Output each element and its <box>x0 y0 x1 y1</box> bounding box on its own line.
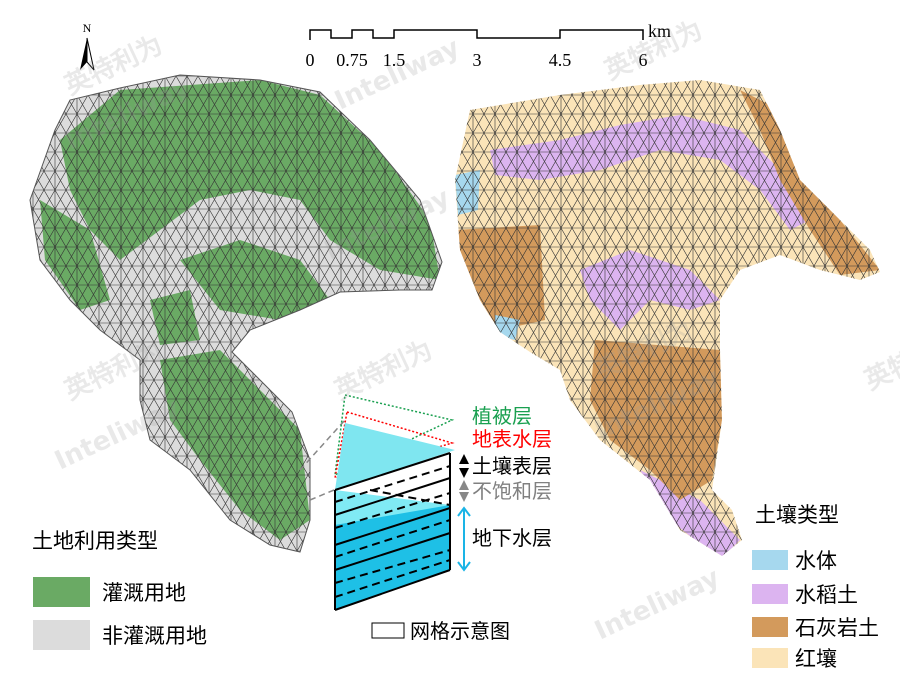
legend-swatch-limestone-soil <box>752 617 788 637</box>
legend-label-water: 水体 <box>795 549 837 573</box>
grid-legend-swatch <box>371 622 405 639</box>
scale-unit: km <box>648 21 671 41</box>
scale-tick: 4.5 <box>549 50 572 70</box>
double-arrow-icon <box>459 480 469 502</box>
legend-swatch-irrigated <box>33 577 90 607</box>
svg-text:英特利为: 英特利为 <box>860 324 900 396</box>
layer-label-topsoil: 土壤表层 <box>472 454 552 478</box>
legend-swatch-red-soil <box>752 648 788 668</box>
scale-tick: 1.5 <box>383 50 406 70</box>
svg-text:Inteliway: Inteliway <box>590 563 724 647</box>
legend-label-limestone-soil: 石灰岩土 <box>795 616 879 640</box>
layer-label-unsaturated: 不饱和层 <box>472 479 552 503</box>
scale-tick: 3 <box>473 50 482 70</box>
grid-legend-label: 网格示意图 <box>410 619 510 643</box>
double-arrow-icon <box>457 506 471 572</box>
grid-diagram <box>299 394 471 611</box>
legend-label-non-irrigated: 非灌溉用地 <box>102 624 207 648</box>
double-arrow-icon <box>459 454 469 478</box>
svg-text:英特利为: 英特利为 <box>330 334 437 406</box>
legend-label-red-soil: 红壤 <box>795 647 837 671</box>
legend-swatch-water <box>752 550 788 570</box>
legend-label-paddy-soil: 水稻土 <box>795 583 858 607</box>
legend-label-irrigated: 灌溉用地 <box>102 581 186 605</box>
scale-bar <box>309 29 644 40</box>
legend-swatch-non-irrigated <box>33 620 90 650</box>
scale-tick: 0 <box>306 50 315 70</box>
svg-text:Inteliway: Inteliway <box>330 33 464 117</box>
scale-tick: 6 <box>639 50 648 70</box>
north-arrow-icon <box>80 37 95 71</box>
legend-swatch-paddy-soil <box>752 584 788 604</box>
layer-label-surface-water: 地表水层 <box>472 427 552 451</box>
north-label: N <box>83 21 92 35</box>
layer-label-groundwater: 地下水层 <box>472 526 552 550</box>
land-use-legend-title: 土地利用类型 <box>32 529 158 553</box>
soil-legend-title: 土壤类型 <box>755 503 839 527</box>
layer-label-vegetation: 植被层 <box>472 404 532 428</box>
scale-tick: 0.75 <box>336 50 368 70</box>
